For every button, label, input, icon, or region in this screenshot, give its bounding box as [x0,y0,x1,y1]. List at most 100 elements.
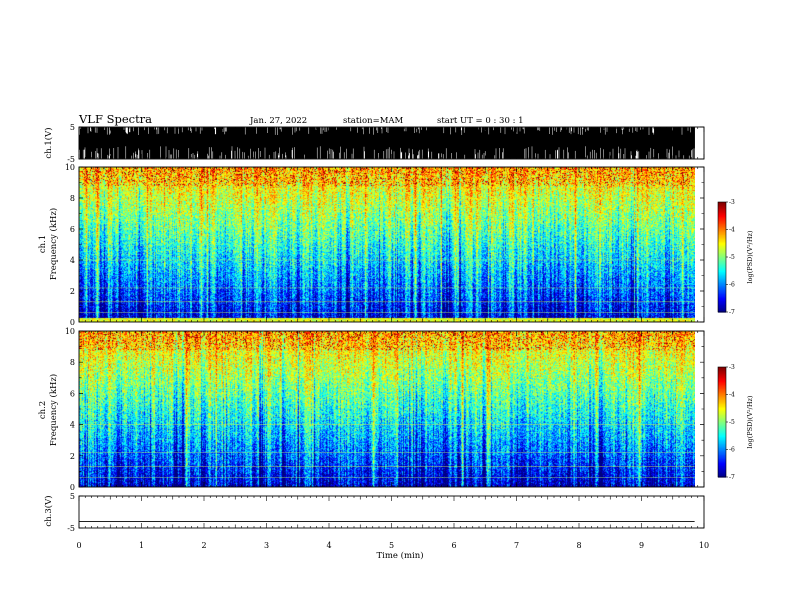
y-tick-label: 6 [70,225,75,234]
colorbar-swatch [718,226,726,229]
colorbar-swatch [718,376,726,379]
colorbar-swatch [718,397,726,400]
colorbar-swatch [718,276,726,279]
colorbar-swatch [718,446,726,449]
y-tick-label: 6 [70,389,75,398]
colorbar-swatch [718,285,726,288]
colorbar-swatch [718,291,726,294]
colorbar-swatch [718,252,726,255]
colorbar-swatch [718,213,726,215]
colorbar-swatch [718,219,726,222]
x-tick-label: 0 [76,541,81,550]
colorbar-swatch [718,261,726,264]
colorbar-swatch [718,367,726,369]
x-tick-label: 5 [389,541,394,550]
colorbar-swatch [718,257,726,259]
colorbar-swatch [718,207,726,210]
colorbar-swatch [718,455,726,457]
colorbar-swatch [718,387,726,390]
colorbar-swatch [718,448,726,451]
colorbar-swatch [718,419,726,422]
colorbar-swatch [718,369,726,372]
colorbar-swatch [718,471,726,474]
colorbar-tick-label: -4 [729,227,735,234]
colorbar-swatch [718,279,726,281]
colorbar-ch1: -3 -4 -5 -6 -7 [717,199,735,316]
colorbar-swatch [718,437,726,440]
colorbar-swatch [718,239,726,242]
colorbar-swatch [718,415,726,418]
colorbar-swatch [718,434,726,437]
colorbar-swatch [718,210,726,213]
colorbar-swatch [718,438,726,441]
colorbar-swatch [718,450,726,453]
spectrogram-ch2-panel: 0 2 4 6 8 10 [65,327,705,492]
colorbar-swatch [718,292,726,295]
colorbar-swatch [718,236,726,239]
colorbar-swatch [718,233,726,236]
colorbar-swatch [718,431,726,434]
colorbar-ch2: -3 -4 -5 -6 -7 [717,364,735,481]
colorbar-swatch [718,296,726,299]
colorbar-swatch [718,378,726,380]
colorbar-swatch [718,214,726,217]
colorbar-swatch [718,243,726,246]
y-tick-label: 0 [70,483,75,492]
colorbar-swatch [718,265,726,268]
colorbar-swatch [718,390,726,393]
colorbar-swatch [718,384,726,387]
colorbar-swatch [718,228,726,231]
colorbar-swatch [718,459,726,462]
colorbar-swatch [718,225,726,228]
colorbar-swatch [718,371,726,374]
colorbar-ch2-label: log(PSD)(V²/Hz) [746,395,754,448]
colorbar-swatch [718,468,726,471]
colorbar-swatch [718,449,726,452]
colorbar-swatch [718,430,726,433]
colorbar-swatch [718,453,726,456]
colorbar-tick-label: -3 [729,364,735,371]
colorbar-swatch [718,294,726,297]
y-tick-label: 2 [70,452,75,461]
y-tick-label: 10 [65,327,75,336]
y-tick-label: -5 [67,155,75,164]
colorbar-swatch [718,406,726,409]
colorbar-swatch [718,464,726,467]
colorbar-swatch [718,409,726,412]
colorbar-swatch [718,258,726,261]
colorbar-swatch [718,400,726,402]
colorbar-swatch [718,394,726,397]
colorbar-swatch [718,412,726,415]
colorbar-swatch [718,246,726,248]
colorbar-swatch [718,215,726,218]
colorbar-swatch [718,290,726,292]
colorbar-swatch [718,287,726,290]
colorbar-swatch [718,240,726,243]
colorbar-swatch [718,244,726,247]
spectrogram-ch2-ylabel-channel: ch.2 [38,401,48,419]
colorbar-swatch [718,310,726,313]
colorbar-swatch [718,222,726,225]
colorbar-swatch [718,452,726,455]
colorbar-swatch [718,413,726,416]
colorbar-swatch [718,444,726,446]
spectrogram-ch2-image [79,331,695,487]
colorbar-swatch [718,416,726,419]
colorbar-swatch [718,274,726,277]
colorbar-swatch [718,247,726,250]
start-ut-label: start UT = 0 : 30 : 1 [437,116,524,126]
figure-title: VLF Spectra [78,112,152,126]
colorbar-swatch [718,254,726,257]
spectrogram-ch1-image [79,167,695,322]
x-tick-label: 8 [576,541,581,550]
colorbar-tick-label: -6 [729,447,735,454]
colorbar-swatch [718,427,726,430]
colorbar-swatch [718,472,726,475]
colorbar-swatch [718,301,726,303]
colorbar-swatch [718,295,726,298]
colorbar-swatch [718,229,726,232]
colorbar-swatch [718,221,726,224]
spectrogram-ch2-ylabel: Frequency (kHz) [48,374,59,446]
colorbar-swatch [718,251,726,254]
colorbar-swatch [718,375,726,378]
